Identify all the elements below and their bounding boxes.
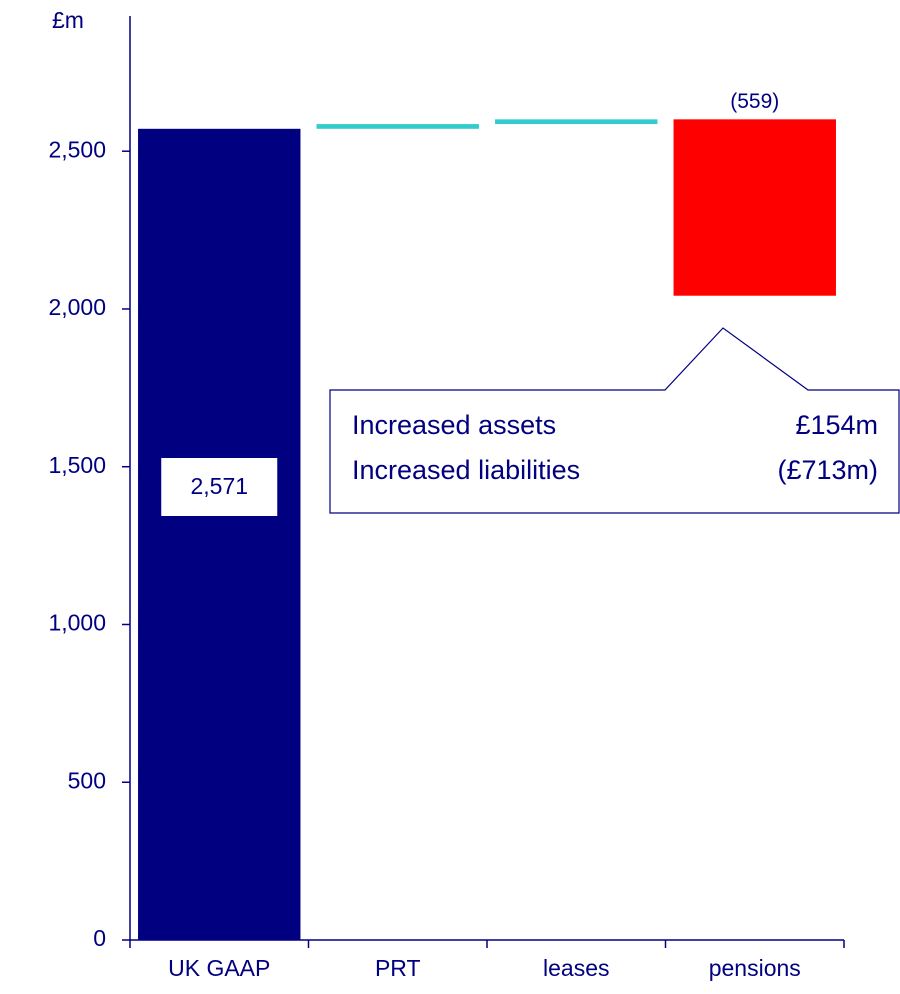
y-axis-label: £m bbox=[52, 7, 84, 33]
bar bbox=[316, 124, 479, 129]
y-tick-label: 500 bbox=[68, 767, 106, 793]
callout-label: Increased liabilities bbox=[352, 455, 580, 485]
value-label: (559) bbox=[730, 90, 779, 113]
x-tick-label: PRT bbox=[375, 955, 421, 981]
y-tick-label: 0 bbox=[93, 925, 106, 951]
callout-value: £154m bbox=[795, 410, 878, 440]
y-tick-label: 2,500 bbox=[48, 136, 106, 162]
y-tick-label: 1,500 bbox=[48, 452, 106, 478]
bar bbox=[138, 128, 301, 940]
y-tick-label: 2,000 bbox=[48, 294, 106, 320]
y-tick-label: 1,000 bbox=[48, 610, 106, 636]
x-tick-label: leases bbox=[543, 955, 609, 981]
value-label: 2,571 bbox=[190, 473, 248, 499]
bar bbox=[495, 119, 658, 125]
callout-value: (£713m) bbox=[777, 455, 878, 485]
bar bbox=[673, 119, 836, 296]
x-tick-label: pensions bbox=[709, 955, 801, 981]
callout-box bbox=[329, 327, 900, 514]
callout-label: Increased assets bbox=[352, 410, 556, 440]
value-label-box bbox=[161, 458, 278, 516]
x-tick-label: UK GAAP bbox=[168, 955, 270, 981]
